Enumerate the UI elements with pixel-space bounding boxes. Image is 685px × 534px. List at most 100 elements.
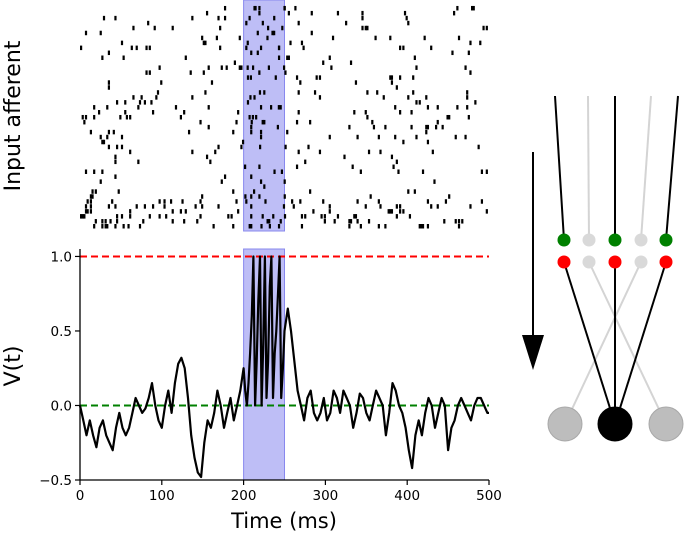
raster-spike [93,114,96,120]
raster-spike [457,35,461,41]
raster-spike [457,224,461,229]
raster-spike [99,134,102,140]
raster-spike [115,144,119,150]
raster-spike [189,70,192,75]
raster-spike [205,154,209,160]
raster-spike [300,224,304,229]
raster-spike [315,75,318,80]
raster-spike [114,15,117,21]
raster-spike [106,105,109,110]
raster-spike [107,85,111,90]
raster-spike [456,105,459,110]
raster-spike [132,95,135,100]
raster-spike [94,189,97,194]
raster-spike [217,144,220,150]
raster-spike [302,45,305,51]
raster-spike [104,219,107,224]
pattern-spike [263,119,266,125]
raster-spike [349,219,353,224]
raster-spike [184,55,187,61]
raster-spike [464,65,467,70]
raster-spike [479,40,482,46]
pattern-spike [251,65,255,70]
pattern-spike [283,5,286,11]
raster-spike [83,119,86,125]
network-diagram [522,95,684,442]
raster-spike [145,70,148,75]
raster-spike [99,30,102,36]
raster-spike [240,144,243,150]
raster-spike [250,124,253,130]
raster-spike [174,105,178,110]
raster-spike [122,55,125,61]
raster-spike [410,110,413,115]
raster-spike [205,10,209,16]
raster-spike [120,40,124,46]
raster-spike [448,194,451,199]
raster-spike [227,214,230,219]
raster-spike [207,124,210,130]
raster-spike [313,90,317,95]
raster-spike [271,30,274,36]
raster-spike [125,114,129,120]
raster-spike [80,214,83,219]
raster-spike [151,204,155,209]
pattern-spike [283,194,286,199]
raster-spike [412,90,415,95]
raster-spike [101,139,104,145]
raster-spike [163,204,166,209]
raster-spike [217,15,220,21]
pattern-spike [258,90,262,95]
raster-spike [97,110,101,115]
raster-spike [304,159,307,165]
raster-spike [295,75,299,80]
raster-spike [361,10,364,16]
raster-spike [461,219,464,224]
raster-spike [107,144,111,150]
raster-spike [435,124,438,130]
raster-spike [129,149,132,155]
raster-spike [259,105,263,110]
raster-spike [101,219,104,224]
raster-spike [289,40,292,46]
raster-spike [179,209,182,214]
voltage-trace [78,255,489,479]
raster-spike [263,184,266,189]
raster-spike [297,20,300,26]
raster-spike [199,214,202,219]
raster-spike [137,105,140,110]
raster-spike [457,219,461,224]
raster-spike [389,75,392,80]
pattern-spike [276,124,279,130]
raster-spike [84,30,88,36]
raster-spike [238,65,241,70]
raster-spike [466,105,469,110]
raster-spike [93,105,96,110]
afferent-wire [640,95,652,241]
raster-spike [413,55,416,61]
raster-spike [245,45,248,51]
raster-spike [112,129,115,135]
synapse-wire [588,261,667,425]
raster-spike [456,5,459,11]
raster-spike [120,134,124,140]
raster-spike [426,199,430,204]
raster-spike [148,214,151,219]
raster-spike [158,65,161,70]
raster-spike [390,209,394,214]
raster-spike [384,224,387,229]
raster-spike [361,25,364,31]
raster-spike [402,209,405,214]
pattern-spike [246,65,249,70]
raster-spike [469,40,472,46]
x-tick-label: 100 [149,488,175,504]
raster-spike [207,65,210,70]
raster-spike [250,174,253,179]
raster-spike [436,204,439,209]
raster-spike [377,199,380,204]
raster-spike [367,219,371,224]
raster-spike [138,224,142,229]
y-tick-label: 1.0 [51,249,72,265]
raster-spike [89,199,93,204]
raster-spike [397,169,400,174]
